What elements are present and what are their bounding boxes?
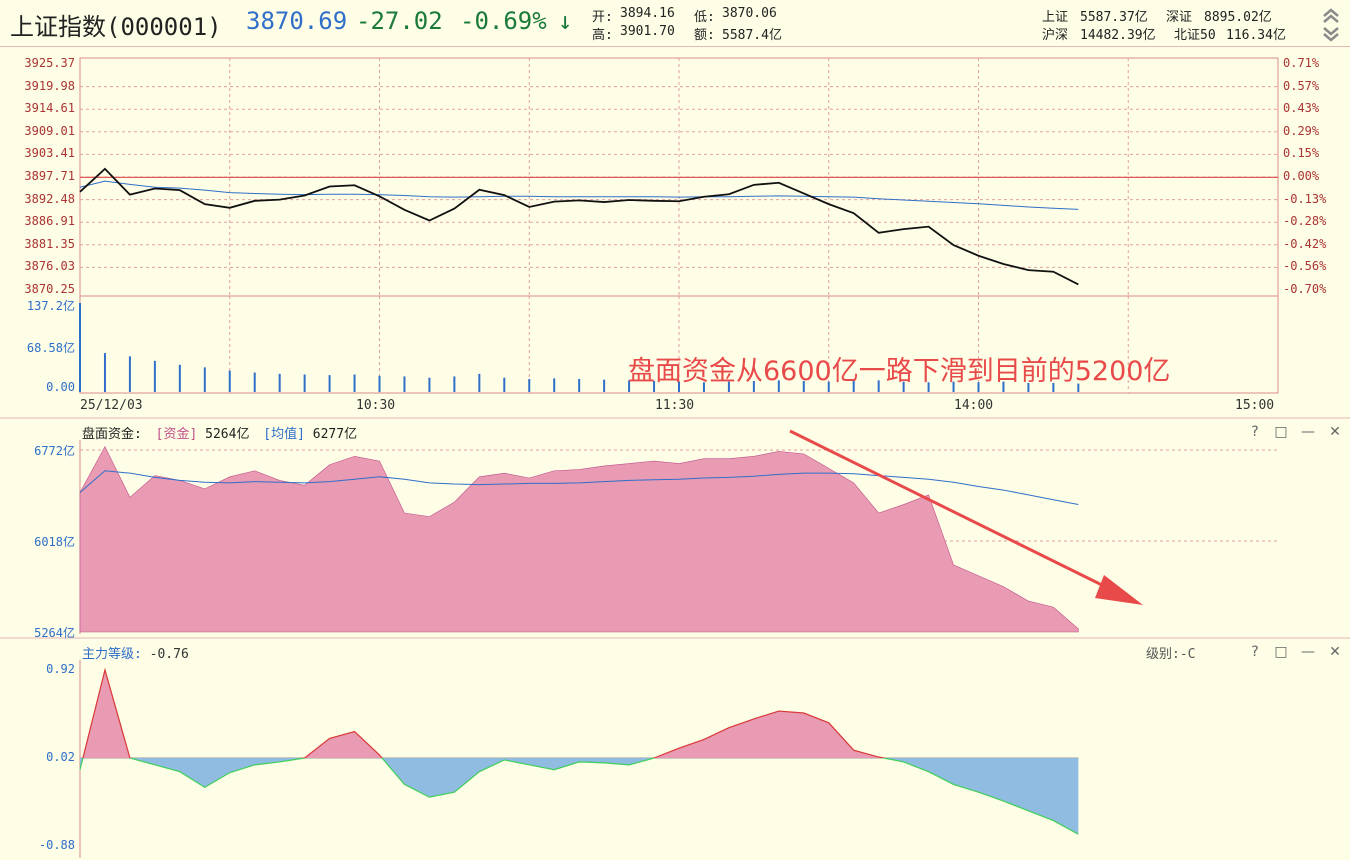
price-tick-label: 3886.91 [24,214,75,229]
collapse-toggle[interactable] [1320,4,1342,42]
annotation-arrow-head [1095,575,1143,605]
amount-value: 5587.4亿 [722,28,782,43]
volume-tick-label: 137.2亿 [26,299,75,313]
pct-tick-label: -0.70% [1283,282,1327,296]
annotation-text: 盘面资金从6600亿一路下滑到目前的5200亿 [628,356,1171,387]
index-change: -27.02 [356,7,443,35]
sz-label: 深证 [1166,10,1193,25]
fund-tick-label: 6018亿 [34,535,75,549]
x-tick-1030: 10:30 [356,398,396,413]
high-label: 高: [592,28,613,43]
quote-header: 上证指数(000001) 3870.69 -27.02 -0.69% ↓ 开: … [0,0,1350,47]
price-tick-label: 3909.01 [24,123,75,138]
fund-tick-label: 5264亿 [34,626,75,640]
mainforce-positive-area [80,670,1079,758]
avg-price-line [79,180,1079,210]
avg-value: 6277亿 [312,427,358,442]
x-tick-1500: 15:00 [1235,398,1275,413]
fund-avg-line [79,470,1079,506]
price-tick-label: 3914.61 [24,101,75,116]
amount-label: 额: [694,28,715,43]
hs-label: 沪深 [1042,28,1069,43]
sz-value: 8895.02亿 [1204,10,1272,25]
mainforce-tick-label: -0.88 [38,838,75,852]
mainforce-tick-label: 0.92 [46,662,75,676]
low-label: 低: [694,10,715,25]
pct-tick-label: 0.43% [1283,101,1320,116]
avg-tag: [均值] [263,427,305,442]
nb-value: 116.34亿 [1226,28,1286,43]
pct-tick-label: 0.57% [1283,78,1320,93]
pct-tick-label: -0.56% [1283,259,1327,274]
pct-tick-label: -0.28% [1283,214,1327,229]
index-price: 3870.69 [246,7,348,35]
price-tick-label: 3881.35 [24,236,75,251]
pct-tick-label: -0.13% [1283,191,1327,206]
fund-panel-title: 盘面资金: [资金] 5264亿 [均值] 6277亿 [82,423,357,442]
index-change-pct: -0.69% [460,7,547,35]
help-icon-2[interactable]: ? [1251,644,1259,660]
pct-tick-label: 0.29% [1283,123,1320,138]
mainforce-line-down [79,758,1079,835]
fund-value: 5264亿 [205,427,250,442]
open-label: 开: [592,10,613,25]
low-value: 3870.06 [722,6,777,21]
fund-panel-label: 盘面资金: [82,427,142,442]
mainforce-tick-label: 0.02 [46,750,75,764]
help-icon[interactable]: ? [1251,424,1259,440]
index-name: 上证指数(000001) [10,13,222,41]
fund-area [79,445,1079,633]
close-icon-2[interactable]: ✕ [1329,644,1341,660]
level-label: 级别:-C [1146,647,1196,662]
double-chevron-icon [1323,8,1339,42]
sh-label: 上证 [1042,10,1069,25]
maximize-icon[interactable]: □ [1274,424,1288,440]
fund-tag: [资金] [155,427,198,442]
mainforce-line-up [82,667,887,758]
price-tick-label: 3903.41 [24,146,75,161]
price-tick-label: 3919.98 [24,78,75,93]
maximize-icon-2[interactable]: □ [1274,644,1288,660]
price-tick-label: 3870.25 [24,282,75,296]
price-tick-label: 3876.03 [24,259,75,274]
high-value: 3901.70 [620,24,675,39]
pct-tick-label: 0.00% [1283,169,1320,183]
mainforce-negative-area [80,758,1079,835]
volume-tick-label: 0.00 [46,380,75,394]
price-tick-label: 3892.48 [24,191,75,206]
close-icon[interactable]: ✕ [1329,424,1341,440]
open-value: 3894.16 [620,6,675,21]
pct-tick-label: 0.71% [1283,56,1320,70]
pct-tick-label: 0.15% [1283,146,1320,161]
nb-label: 北证50 [1174,28,1216,43]
x-tick-date: 25/12/03 [80,398,143,413]
mainforce-value: -0.76 [149,647,189,662]
fund-tick-label: 6772亿 [34,444,75,458]
mainforce-panel-title: 主力等级: -0.76 [82,643,189,662]
sh-value: 5587.37亿 [1080,10,1148,25]
annotation-arrow-shaft [789,429,1109,590]
price-line [79,167,1079,286]
volume-tick-label: 68.58亿 [26,341,75,355]
price-tick-label: 3897.71 [24,169,75,183]
minimize-icon-2[interactable]: — [1301,644,1315,660]
mainforce-label: 主力等级: [82,647,142,662]
x-tick-1400: 14:00 [954,398,994,413]
hs-value: 14482.39亿 [1080,28,1156,43]
x-tick-1130: 11:30 [655,398,695,413]
price-tick-label: 3925.37 [24,56,75,70]
down-arrow-icon: ↓ [558,7,573,35]
pct-tick-label: -0.42% [1283,236,1327,251]
minimize-icon[interactable]: — [1301,424,1315,440]
